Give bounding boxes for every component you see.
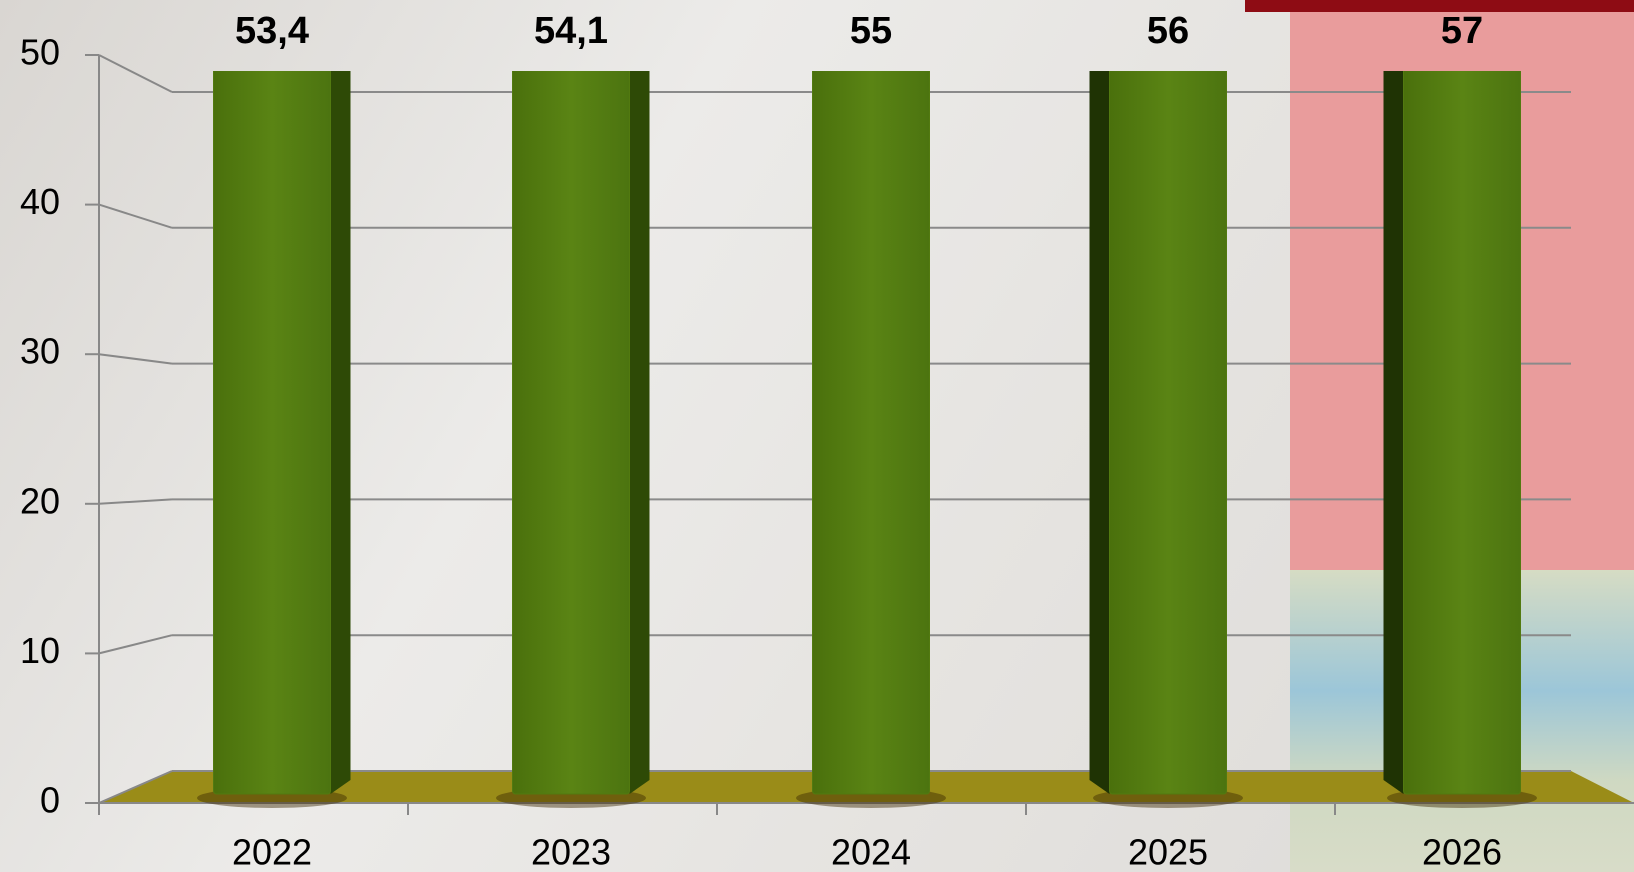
value-label: 55 <box>850 10 892 52</box>
y-tick-label: 30 <box>20 331 60 372</box>
bar-side <box>330 71 351 794</box>
grid-connector <box>98 498 173 505</box>
y-tick-label: 20 <box>20 480 60 521</box>
value-label: 57 <box>1441 10 1483 52</box>
y-tick-label: 0 <box>40 780 60 821</box>
background-strip <box>1245 0 1634 12</box>
grid-connector <box>98 353 173 365</box>
bar <box>1403 71 1521 795</box>
y-tick-label: 50 <box>20 32 60 73</box>
bar-side <box>629 71 650 794</box>
bar <box>512 71 630 795</box>
grid-connector <box>98 203 173 229</box>
grid-connector <box>98 770 173 804</box>
y-tick-label: 10 <box>20 630 60 671</box>
bar-side <box>1089 71 1110 794</box>
value-label: 53,4 <box>235 10 309 52</box>
bar-side <box>1383 71 1404 794</box>
x-tick-label: 2023 <box>531 832 611 872</box>
grid-connector <box>98 54 173 93</box>
bar <box>1109 71 1227 795</box>
y-tick-label: 40 <box>20 181 60 222</box>
bar <box>213 71 331 795</box>
value-label: 54,1 <box>534 10 608 52</box>
value-label: 56 <box>1147 10 1189 52</box>
grid-connector <box>98 634 173 655</box>
x-tick-label: 2024 <box>831 832 911 872</box>
bar <box>812 71 930 795</box>
x-tick-label: 2022 <box>232 832 312 872</box>
x-tick-label: 2025 <box>1128 832 1208 872</box>
x-tick-label: 2026 <box>1422 832 1502 872</box>
